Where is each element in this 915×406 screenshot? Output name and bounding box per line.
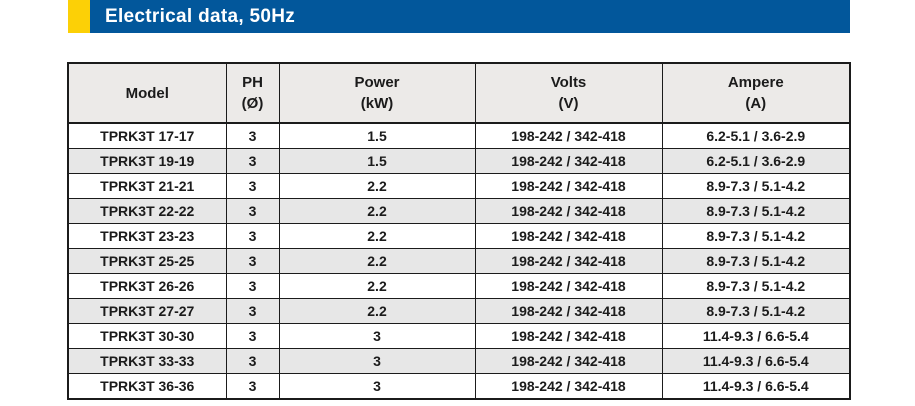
cell-ph: 3 [225, 148, 280, 174]
cell-volts: 198-242 / 342-418 [474, 348, 663, 374]
cell-power: 2.2 [278, 198, 476, 224]
table-row: TPRK3T 36-36 3 3 198-242 / 342-418 11.4-… [67, 373, 851, 400]
col-header-ampere: Ampere (A) [661, 62, 851, 124]
cell-volts: 198-242 / 342-418 [474, 323, 663, 349]
cell-ph: 3 [225, 173, 280, 199]
table-row: TPRK3T 17-17 3 1.5 198-242 / 342-418 6.2… [67, 122, 851, 149]
col-header-label: Model [125, 84, 169, 102]
col-header-unit: (kW) [360, 95, 394, 112]
cell-model: TPRK3T 33-33 [67, 348, 227, 374]
cell-model: TPRK3T 25-25 [67, 248, 227, 274]
col-header-label: Power [354, 74, 400, 91]
cell-volts: 198-242 / 342-418 [474, 122, 663, 149]
cell-model: TPRK3T 23-23 [67, 223, 227, 249]
cell-model: TPRK3T 27-27 [67, 298, 227, 324]
cell-ph: 3 [225, 373, 280, 400]
cell-ph: 3 [225, 273, 280, 299]
cell-model: TPRK3T 36-36 [67, 373, 227, 400]
yellow-accent-block [68, 0, 90, 33]
col-header-unit: (V) [558, 95, 579, 112]
cell-ampere: 11.4-9.3 / 6.6-5.4 [661, 323, 851, 349]
cell-ph: 3 [225, 122, 280, 149]
cell-volts: 198-242 / 342-418 [474, 223, 663, 249]
cell-ampere: 11.4-9.3 / 6.6-5.4 [661, 348, 851, 374]
cell-ampere: 8.9-7.3 / 5.1-4.2 [661, 223, 851, 249]
cell-model: TPRK3T 26-26 [67, 273, 227, 299]
cell-power: 2.2 [278, 273, 476, 299]
cell-ph: 3 [225, 298, 280, 324]
cell-model: TPRK3T 17-17 [67, 122, 227, 149]
cell-volts: 198-242 / 342-418 [474, 173, 663, 199]
cell-model: TPRK3T 22-22 [67, 198, 227, 224]
cell-power: 3 [278, 348, 476, 374]
col-header-unit: (A) [745, 95, 767, 112]
electrical-data-table: Model PH (Ø) Power (kW) Volts (V) Ampere [67, 62, 851, 400]
table-row: TPRK3T 25-25 3 2.2 198-242 / 342-418 8.9… [67, 248, 851, 274]
cell-power: 2.2 [278, 298, 476, 324]
cell-ampere: 6.2-5.1 / 3.6-2.9 [661, 148, 851, 174]
cell-ampere: 8.9-7.3 / 5.1-4.2 [661, 173, 851, 199]
cell-volts: 198-242 / 342-418 [474, 298, 663, 324]
cell-power: 1.5 [278, 122, 476, 149]
cell-ampere: 6.2-5.1 / 3.6-2.9 [661, 122, 851, 149]
cell-ph: 3 [225, 198, 280, 224]
cell-power: 3 [278, 323, 476, 349]
cell-ampere: 8.9-7.3 / 5.1-4.2 [661, 273, 851, 299]
cell-volts: 198-242 / 342-418 [474, 373, 663, 400]
col-header-unit: (Ø) [241, 95, 264, 112]
title-banner: Electrical data, 50Hz [90, 0, 850, 33]
cell-power: 2.2 [278, 248, 476, 274]
cell-volts: 198-242 / 342-418 [474, 148, 663, 174]
cell-volts: 198-242 / 342-418 [474, 248, 663, 274]
cell-power: 3 [278, 373, 476, 400]
cell-ph: 3 [225, 223, 280, 249]
page-title: Electrical data, 50Hz [105, 5, 296, 27]
header-row: Model PH (Ø) Power (kW) Volts (V) Ampere [67, 62, 851, 124]
cell-power: 2.2 [278, 223, 476, 249]
table-row: TPRK3T 19-19 3 1.5 198-242 / 342-418 6.2… [67, 148, 851, 174]
col-header-model: Model [67, 62, 227, 124]
cell-ampere: 8.9-7.3 / 5.1-4.2 [661, 198, 851, 224]
cell-ph: 3 [225, 323, 280, 349]
table-row: TPRK3T 30-30 3 3 198-242 / 342-418 11.4-… [67, 323, 851, 349]
cell-model: TPRK3T 21-21 [67, 173, 227, 199]
col-header-label: PH [242, 74, 263, 91]
cell-power: 1.5 [278, 148, 476, 174]
cell-ampere: 8.9-7.3 / 5.1-4.2 [661, 248, 851, 274]
cell-volts: 198-242 / 342-418 [474, 198, 663, 224]
cell-ampere: 11.4-9.3 / 6.6-5.4 [661, 373, 851, 400]
table-row: TPRK3T 27-27 3 2.2 198-242 / 342-418 8.9… [67, 298, 851, 324]
col-header-volts: Volts (V) [474, 62, 663, 124]
table-row: TPRK3T 33-33 3 3 198-242 / 342-418 11.4-… [67, 348, 851, 374]
cell-model: TPRK3T 19-19 [67, 148, 227, 174]
col-header-ph: PH (Ø) [225, 62, 280, 124]
table-row: TPRK3T 22-22 3 2.2 198-242 / 342-418 8.9… [67, 198, 851, 224]
table-row: TPRK3T 23-23 3 2.2 198-242 / 342-418 8.9… [67, 223, 851, 249]
col-header-label: Volts [550, 74, 587, 91]
cell-volts: 198-242 / 342-418 [474, 273, 663, 299]
cell-ph: 3 [225, 248, 280, 274]
table-row: TPRK3T 26-26 3 2.2 198-242 / 342-418 8.9… [67, 273, 851, 299]
col-header-power: Power (kW) [278, 62, 476, 124]
cell-model: TPRK3T 30-30 [67, 323, 227, 349]
cell-ampere: 8.9-7.3 / 5.1-4.2 [661, 298, 851, 324]
col-header-label: Ampere [727, 74, 784, 91]
cell-ph: 3 [225, 348, 280, 374]
table-row: TPRK3T 21-21 3 2.2 198-242 / 342-418 8.9… [67, 173, 851, 199]
cell-power: 2.2 [278, 173, 476, 199]
